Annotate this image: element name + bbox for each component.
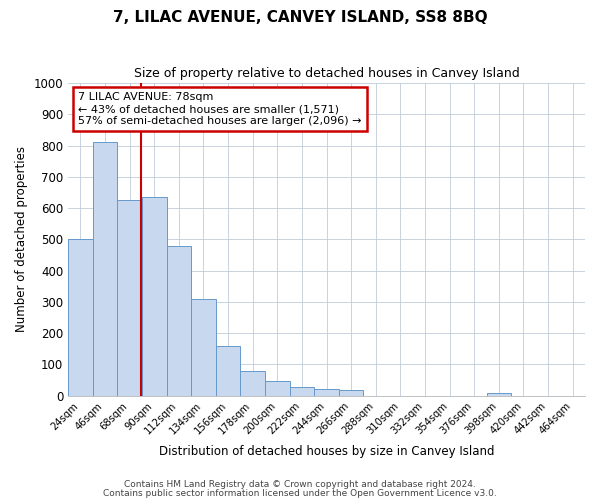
Text: Contains HM Land Registry data © Crown copyright and database right 2024.: Contains HM Land Registry data © Crown c…: [124, 480, 476, 489]
Bar: [167, 246, 191, 396]
Bar: [339, 390, 364, 396]
Bar: [191, 299, 216, 396]
Text: 7, LILAC AVENUE, CANVEY ISLAND, SS8 8BQ: 7, LILAC AVENUE, CANVEY ISLAND, SS8 8BQ: [113, 10, 487, 25]
Bar: [92, 142, 117, 396]
Bar: [216, 346, 241, 396]
Bar: [142, 197, 167, 396]
Bar: [265, 381, 290, 396]
X-axis label: Distribution of detached houses by size in Canvey Island: Distribution of detached houses by size …: [159, 444, 494, 458]
Text: Contains public sector information licensed under the Open Government Licence v3: Contains public sector information licen…: [103, 488, 497, 498]
Text: 7 LILAC AVENUE: 78sqm
← 43% of detached houses are smaller (1,571)
57% of semi-d: 7 LILAC AVENUE: 78sqm ← 43% of detached …: [79, 92, 362, 126]
Bar: [290, 387, 314, 396]
Y-axis label: Number of detached properties: Number of detached properties: [15, 146, 28, 332]
Bar: [117, 200, 142, 396]
Bar: [314, 389, 339, 396]
Bar: [487, 392, 511, 396]
Bar: [68, 240, 92, 396]
Title: Size of property relative to detached houses in Canvey Island: Size of property relative to detached ho…: [134, 68, 520, 80]
Bar: [241, 370, 265, 396]
